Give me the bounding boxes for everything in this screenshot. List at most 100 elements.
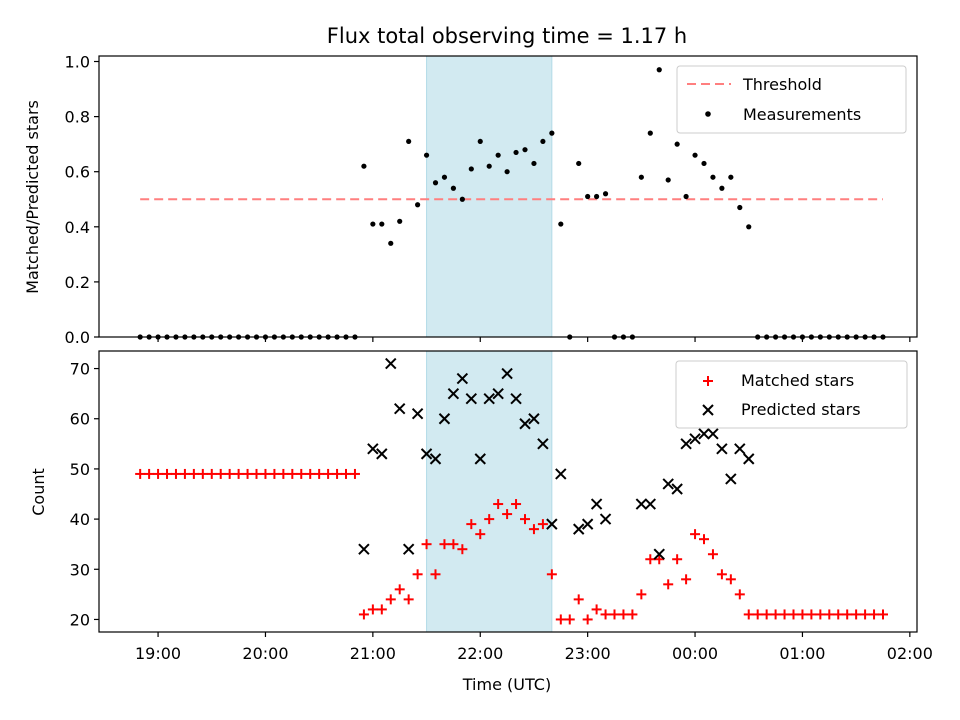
y-tick-label: 40 bbox=[70, 510, 90, 529]
matched-star-point bbox=[654, 554, 665, 565]
x-tick-label: 22:00 bbox=[457, 644, 503, 663]
predicted-star-point bbox=[367, 443, 379, 455]
bottom-panel: 20 30 40 50 60 70 19:00 20:00 21:00 22:00 23:00 00… bbox=[29, 350, 933, 694]
y-tick-label: 60 bbox=[70, 410, 90, 429]
bottom-axes-frame bbox=[98, 350, 918, 633]
matched-star-point bbox=[367, 604, 378, 615]
measurement-point bbox=[602, 191, 609, 197]
matched-star-point bbox=[448, 539, 459, 550]
predicted-star-point bbox=[743, 453, 755, 465]
matched-star-point bbox=[332, 468, 343, 479]
matched-star-point bbox=[188, 468, 199, 479]
measurement-point bbox=[450, 185, 457, 191]
matched-star-point bbox=[412, 569, 423, 580]
measurement-point bbox=[423, 152, 430, 158]
x-tick-label: 19:00 bbox=[135, 644, 181, 663]
matched-star-point bbox=[582, 614, 593, 625]
matched-star-point bbox=[752, 609, 763, 620]
measurement-point bbox=[710, 174, 716, 180]
predicted-star-point bbox=[689, 433, 701, 445]
predicted-star-point bbox=[671, 483, 683, 495]
matched-star-point bbox=[851, 609, 862, 620]
matched-star-point bbox=[734, 589, 745, 600]
matched-star-point bbox=[179, 468, 190, 479]
matched-star-point bbox=[681, 574, 692, 585]
matched-star-point bbox=[860, 609, 871, 620]
y-tick-label: 0.2 bbox=[65, 273, 90, 292]
measurement-point bbox=[406, 138, 412, 145]
matched-star-point bbox=[484, 514, 495, 525]
predicted-star-point bbox=[537, 438, 549, 450]
matched-star-point bbox=[779, 609, 790, 620]
matched-star-point bbox=[197, 468, 208, 479]
top-panel: 0.0 0.2 0.4 0.6 0.8 1.0 Matched/Predicted sta… bbox=[23, 53, 918, 347]
matched-star-point bbox=[877, 609, 888, 620]
measurement-point bbox=[585, 193, 591, 200]
matched-star-point bbox=[287, 468, 298, 479]
matched-star-point bbox=[511, 499, 522, 510]
x-tick-label: 01:00 bbox=[779, 644, 825, 663]
matched-star-point bbox=[555, 614, 566, 625]
measurement-point bbox=[361, 163, 367, 169]
predicted-star-point bbox=[501, 367, 513, 380]
matched-star-point bbox=[224, 468, 235, 479]
y-tick-label: 20 bbox=[70, 610, 90, 629]
measurement-point bbox=[746, 224, 752, 230]
matched-star-point bbox=[546, 569, 557, 580]
matched-star-point bbox=[573, 594, 584, 605]
top-axes-frame bbox=[98, 55, 918, 338]
matched-star-point bbox=[537, 519, 548, 530]
measurement-point bbox=[656, 67, 662, 73]
matched-star-point bbox=[385, 594, 396, 605]
x-tick-label: 02:00 bbox=[887, 644, 933, 663]
measurement-point bbox=[576, 160, 582, 167]
measurement-point bbox=[683, 193, 689, 200]
y-tick-label: 1.0 bbox=[65, 53, 90, 72]
matched-star-point bbox=[833, 609, 844, 620]
matched-star-point bbox=[797, 609, 808, 620]
matched-star-point bbox=[457, 544, 468, 555]
legend-threshold-label: Threshold bbox=[742, 75, 822, 94]
predicted-star-point bbox=[644, 498, 657, 510]
matched-star-point bbox=[815, 609, 826, 620]
matched-star-point bbox=[376, 604, 387, 615]
y-tick-label: 30 bbox=[70, 560, 90, 579]
predicted-star-point bbox=[635, 498, 648, 510]
measurement-point bbox=[379, 221, 385, 227]
bottom-x-ticks: 19:00 20:00 21:00 22:00 23:00 00:00 01:00 02:00 bbox=[135, 632, 933, 663]
matched-star-point bbox=[564, 614, 575, 625]
matched-star-point bbox=[394, 584, 405, 595]
legend-measurements-swatch bbox=[705, 111, 711, 117]
matched-star-point bbox=[600, 609, 611, 620]
x-axis-label: Time (UTC) bbox=[462, 675, 551, 694]
predicted-star-point bbox=[474, 453, 486, 465]
predicted-star-point bbox=[572, 523, 585, 535]
predicted-star-point bbox=[394, 402, 406, 415]
top-x-ticks bbox=[157, 337, 911, 342]
matched-star-point bbox=[403, 594, 414, 605]
measurement-point bbox=[531, 160, 537, 167]
measurement-point bbox=[397, 218, 403, 224]
matched-star-point bbox=[645, 554, 656, 565]
matched-star-point bbox=[743, 609, 754, 620]
measurement-point bbox=[540, 138, 546, 145]
predicted-star-point bbox=[707, 428, 719, 440]
matched-star-point bbox=[493, 499, 504, 510]
measurement-point bbox=[674, 141, 680, 147]
bottom-legend: Matched stars Predicted stars bbox=[675, 360, 908, 429]
measurement-point bbox=[647, 130, 653, 136]
predicted-star-point bbox=[725, 473, 737, 485]
matched-star-point bbox=[520, 514, 531, 525]
predicted-star-point bbox=[411, 408, 424, 420]
matched-star-point bbox=[305, 468, 316, 479]
measurement-point bbox=[638, 174, 644, 180]
predicted-star-point bbox=[429, 453, 442, 465]
measurement-point bbox=[665, 177, 671, 183]
matched-star-point bbox=[215, 468, 226, 479]
measurement-point bbox=[522, 147, 528, 153]
predicted-star-point bbox=[716, 443, 728, 455]
count-points bbox=[135, 357, 888, 625]
predicted-star-point bbox=[358, 543, 370, 555]
chart-title: Flux total observing time = 1.17 h bbox=[327, 24, 687, 48]
matched-star-point bbox=[502, 509, 513, 520]
